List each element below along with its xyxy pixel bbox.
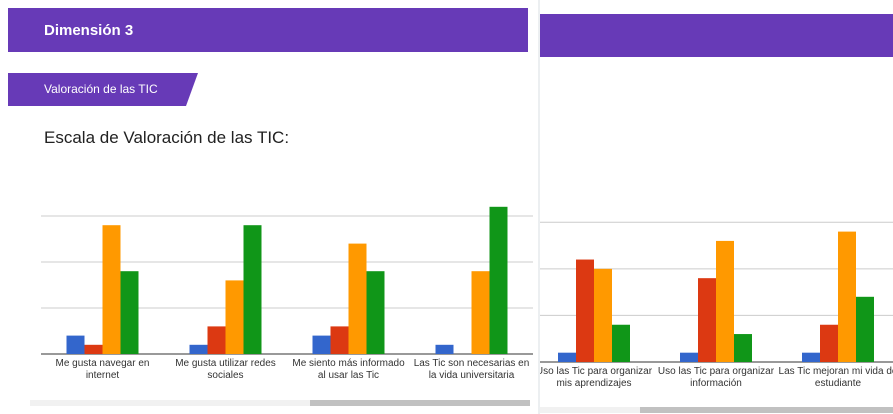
x-tick-label: Me gusta utilizar redes sociales xyxy=(175,358,276,381)
section-header: Dimensión 3 xyxy=(8,8,528,52)
bar xyxy=(207,326,226,354)
bar xyxy=(734,334,752,362)
bar xyxy=(189,344,208,354)
ribbon-shape xyxy=(8,73,198,106)
section-ribbon: Valoración de las TIC xyxy=(8,73,198,106)
bar xyxy=(680,352,698,362)
chart-title: Escala de Valoración de las TIC: xyxy=(44,128,290,147)
section-header xyxy=(540,14,893,57)
bar xyxy=(471,271,490,354)
scroll-thumb[interactable] xyxy=(640,407,893,413)
bar xyxy=(576,259,594,362)
x-tick-label: Las Tic son necesarias en la vida univer… xyxy=(413,358,530,381)
bar xyxy=(348,243,367,354)
x-tick-label: Uso las Tic para organizar información xyxy=(657,366,775,389)
bar xyxy=(612,324,630,362)
bar xyxy=(820,324,838,362)
scroll-thumb[interactable] xyxy=(310,400,530,406)
right-panel: Uso las Tic para organizar mis aprendiza… xyxy=(540,0,893,414)
chart xyxy=(540,221,893,363)
bar xyxy=(225,280,244,354)
x-tick-label: Las Tic mejoran mi vida de estudiante xyxy=(778,366,893,389)
bar xyxy=(435,344,454,354)
scroll-track xyxy=(30,400,530,406)
bar xyxy=(120,271,139,354)
header-title: Dimensión 3 xyxy=(44,21,134,39)
chart xyxy=(41,206,533,355)
bar xyxy=(716,240,734,362)
bar xyxy=(838,231,856,362)
x-tick-label: Me gusta navegar en internet xyxy=(55,358,150,381)
bar xyxy=(243,225,262,354)
x-tick-label: Uso las Tic para organizar mis aprendiza… xyxy=(540,366,653,389)
bar xyxy=(802,352,820,362)
bar xyxy=(698,278,716,362)
bar xyxy=(489,206,508,354)
bar xyxy=(66,335,85,354)
bar xyxy=(330,326,349,354)
x-tick-label: Me siento más informado al usar las Tic xyxy=(292,358,405,381)
bar xyxy=(594,268,612,362)
left-panel: Dimensión 3 Valoración de las TIC Escala… xyxy=(0,0,538,414)
ribbon-text: Valoración de las TIC xyxy=(44,82,158,96)
bar xyxy=(558,352,576,362)
bar xyxy=(366,271,385,354)
bar xyxy=(84,344,103,354)
bar xyxy=(856,296,874,362)
bar xyxy=(102,225,121,354)
bar xyxy=(312,335,331,354)
